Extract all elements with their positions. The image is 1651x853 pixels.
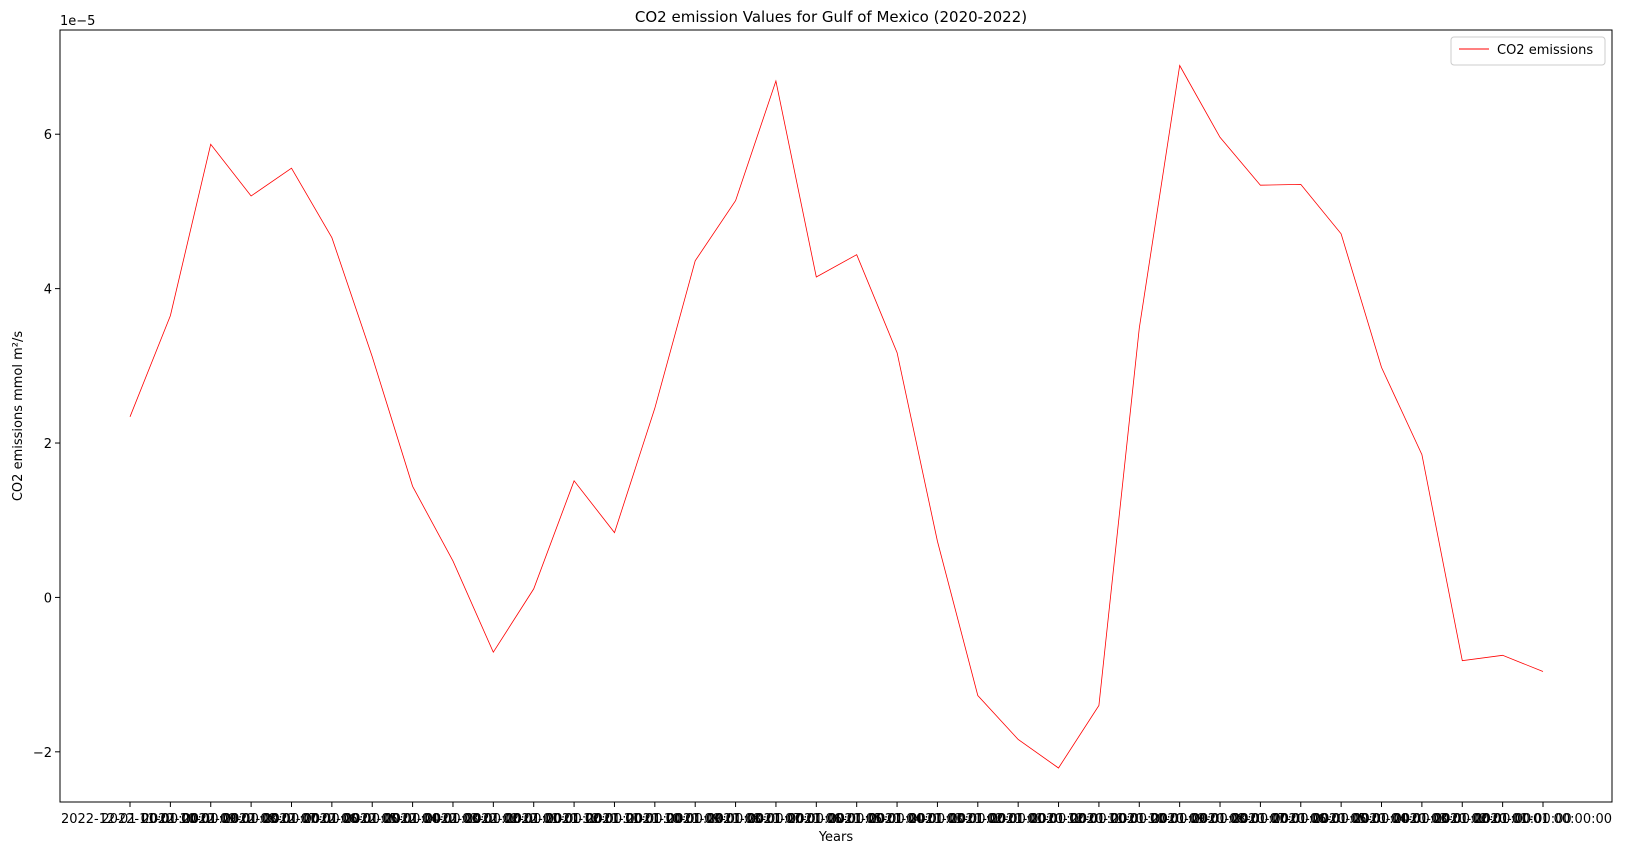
- x-tick-label: 2021-06-01 00:00:00: [788, 812, 926, 827]
- x-tick-label: 2021-03-01 00:00:00: [909, 812, 1047, 827]
- x-tick-label: 2022-01-01 00:00:00: [505, 812, 643, 827]
- y-axis-offset-label: 1e−5: [60, 14, 95, 29]
- x-tick-label: 2021-02-01 00:00:00: [949, 812, 1087, 827]
- x-tick-label: 2021-04-01 00:00:00: [868, 812, 1006, 827]
- x-tick-label: 2022-07-01 00:00:00: [263, 812, 401, 827]
- x-tick-label: 2022-08-01 00:00:00: [222, 812, 360, 827]
- y-tick-label: −2: [33, 746, 52, 761]
- x-tick-label: 2021-12-01 00:00:00: [545, 812, 683, 827]
- y-tick-label: 2: [44, 437, 52, 452]
- x-tick-label: 2021-05-01 00:00:00: [828, 812, 966, 827]
- x-tick-label: 2020-09-01 00:00:00: [1151, 812, 1289, 827]
- x-tick-label: 2022-05-01 00:00:00: [344, 812, 482, 827]
- plot-frame: [59, 29, 1613, 803]
- x-tick-label: 2020-11-01 00:00:00: [1070, 812, 1208, 827]
- x-tick-label: 2021-08-01 00:00:00: [707, 812, 845, 827]
- x-tick-label: 2020-08-01 00:00:00: [1191, 812, 1329, 827]
- x-tick-label: 2022-03-01 00:00:00: [424, 812, 562, 827]
- y-tick-label: 6: [44, 128, 52, 143]
- x-tick-label: 2022-04-01 00:00:00: [384, 812, 522, 827]
- x-tick-label: 2020-07-01 00:00:00: [1232, 812, 1370, 827]
- x-tick-label: 2022-02-01 00:00:00: [465, 812, 603, 827]
- x-tick-label: 2022-09-01 00:00:00: [182, 812, 320, 827]
- x-tick-label: 2020-06-01 00:00:00: [1272, 812, 1410, 827]
- y-axis-ticks: −2 0 2 4 6: [33, 128, 60, 761]
- x-tick-label: 2021-11-01 00:00:00: [586, 812, 724, 827]
- x-tick-label: 2022-11-01 00:00:00: [101, 812, 239, 827]
- x-tick-label: 2021-01-01 00:00:00: [990, 812, 1128, 827]
- x-tick-label: 2020-03-01 00:00:00: [1393, 812, 1531, 827]
- legend-box: [1450, 36, 1606, 66]
- x-tick-label: 2020-05-01 00:00:00: [1312, 812, 1450, 827]
- y-tick-label: 4: [44, 283, 52, 298]
- legend: CO2 emissions: [1450, 36, 1606, 66]
- x-tick-label: 2020-10-01 00:00:00: [1111, 812, 1249, 827]
- x-tick-label: 2021-10-01 00:00:00: [626, 812, 764, 827]
- x-tick-label: 2022-10-01 00:00:00: [142, 812, 280, 827]
- x-tick-label: 2020-12-01 00:00:00: [1030, 812, 1168, 827]
- x-tick-label: 2021-09-01 00:00:00: [667, 812, 805, 827]
- legend-label: CO2 emissions: [1497, 43, 1593, 58]
- chart-title: CO2 emission Values for Gulf of Mexico (…: [635, 8, 1027, 26]
- x-tick-label: 2020-01-01 00:00:00: [1474, 812, 1612, 827]
- x-tick-label: 2022-06-01 00:00:00: [303, 812, 441, 827]
- y-tick-label: 0: [44, 591, 52, 606]
- x-axis-label: Years: [818, 830, 854, 845]
- x-tick-label: 2021-07-01 00:00:00: [747, 812, 885, 827]
- y-axis-label: CO2 emissions mmol m²/s: [11, 331, 26, 502]
- x-tick-label: 2022-12-01 00:00:00: [61, 812, 199, 827]
- series-line-co2-emissions: [129, 64, 1544, 769]
- x-tick-label: 2020-04-01 00:00:00: [1353, 812, 1491, 827]
- x-tick-label: 2020-02-01 00:00:00: [1434, 812, 1572, 827]
